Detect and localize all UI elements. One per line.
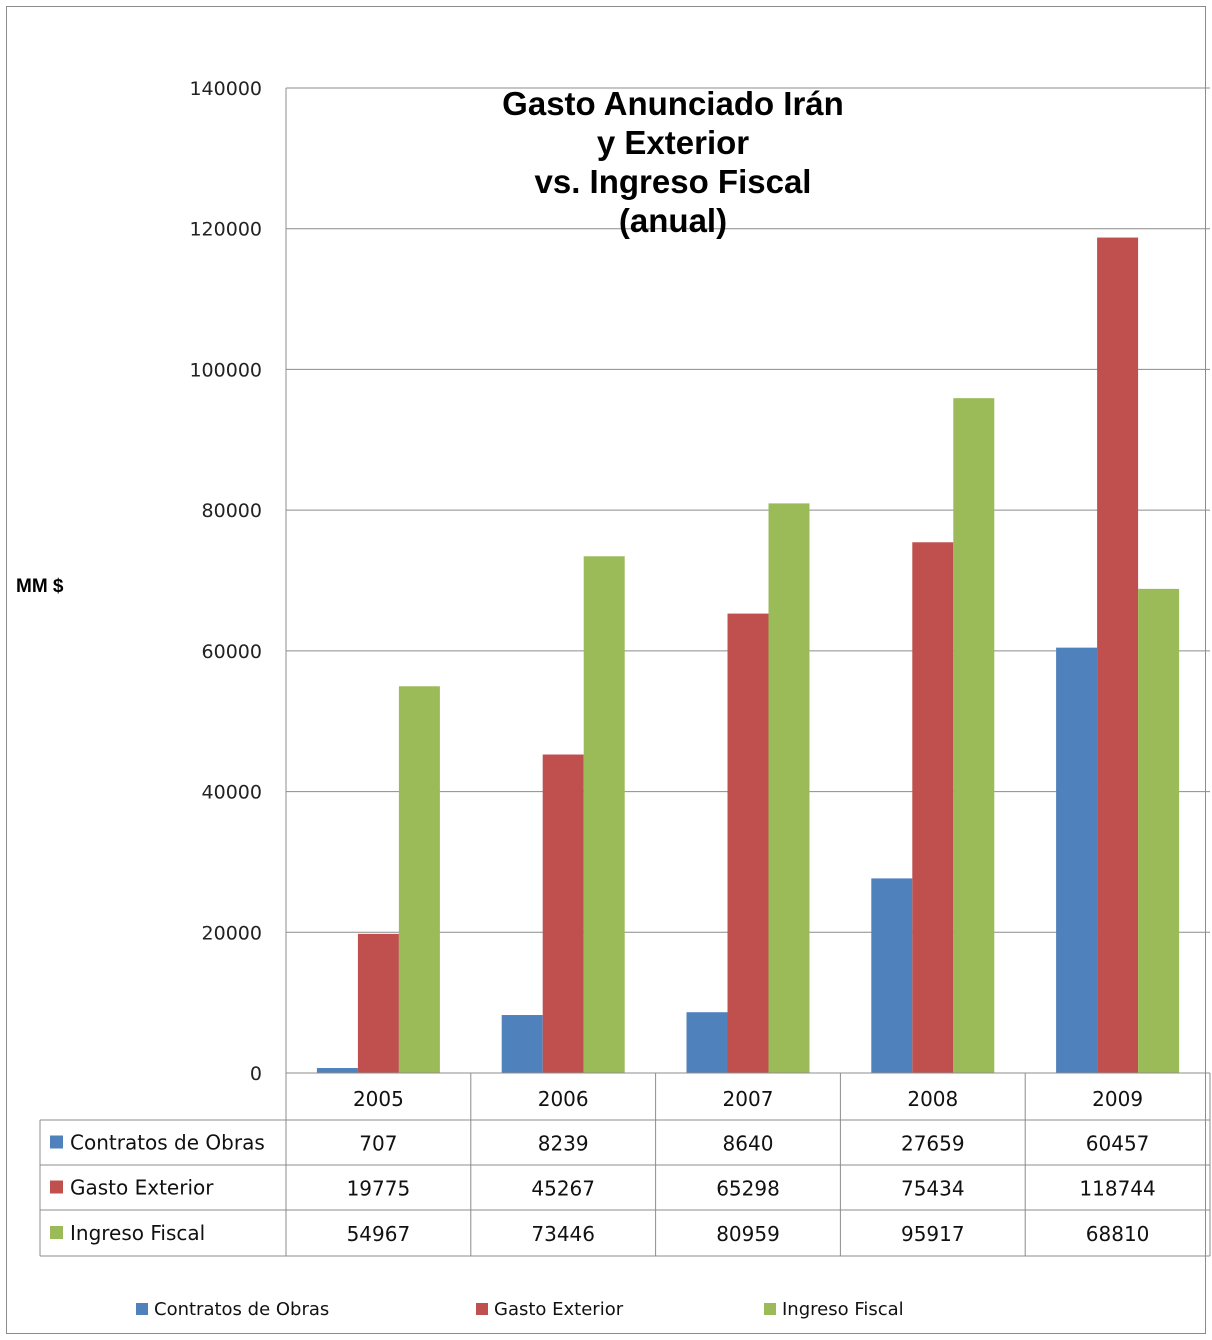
table-row-label: Gasto Exterior bbox=[70, 1176, 214, 1200]
table-legend-swatch bbox=[50, 1135, 63, 1149]
data-label: 54967 bbox=[347, 1222, 411, 1246]
y-tick-label: 40000 bbox=[202, 782, 262, 804]
data-label: 118744 bbox=[1079, 1177, 1155, 1201]
bar-gasto-exterior-2005 bbox=[357, 933, 399, 1073]
bar-gasto-exterior-2007 bbox=[727, 613, 769, 1073]
data-label: 80959 bbox=[716, 1222, 780, 1246]
data-label: 8640 bbox=[723, 1132, 774, 1156]
data-label: 8239 bbox=[538, 1132, 589, 1156]
legend-swatch bbox=[136, 1303, 148, 1315]
y-axis-label: MM $ bbox=[16, 576, 64, 597]
data-label: 45267 bbox=[531, 1177, 595, 1201]
table-legend-swatch bbox=[50, 1226, 63, 1239]
table-row-label: Contratos de Obras bbox=[70, 1131, 265, 1155]
data-label: 707 bbox=[359, 1132, 397, 1156]
bar-gasto-exterior-2009 bbox=[1097, 237, 1139, 1073]
data-label: 73446 bbox=[531, 1222, 595, 1246]
x-tick-label: 2006 bbox=[538, 1087, 589, 1111]
bar-ingreso-fiscal-2007 bbox=[768, 503, 810, 1073]
bar-contratos-de-obras-2009 bbox=[1056, 647, 1098, 1073]
chart-title-line: vs. Ingreso Fiscal bbox=[535, 163, 812, 200]
bar-gasto-exterior-2008 bbox=[912, 542, 954, 1073]
chart-title-line: (anual) bbox=[619, 202, 727, 239]
y-tick-label: 80000 bbox=[202, 500, 262, 522]
bar-ingreso-fiscal-2006 bbox=[583, 556, 625, 1073]
y-tick-label: 140000 bbox=[189, 78, 262, 100]
bar-gasto-exterior-2006 bbox=[542, 754, 584, 1073]
y-tick-label: 20000 bbox=[202, 922, 262, 944]
legend-swatch bbox=[764, 1303, 776, 1315]
legend-label: Gasto Exterior bbox=[494, 1299, 624, 1320]
data-label: 75434 bbox=[901, 1177, 965, 1201]
legend-label: Contratos de Obras bbox=[154, 1299, 329, 1320]
bar-contratos-de-obras-2008 bbox=[871, 878, 913, 1073]
data-label: 19775 bbox=[347, 1177, 411, 1201]
chart-frame bbox=[6, 6, 1206, 1334]
y-tick-label: 100000 bbox=[189, 359, 262, 381]
bar-contratos-de-obras-2006 bbox=[501, 1015, 543, 1073]
data-label: 27659 bbox=[901, 1132, 965, 1156]
data-label: 95917 bbox=[901, 1222, 965, 1246]
y-tick-label: 60000 bbox=[202, 641, 262, 663]
data-label: 65298 bbox=[716, 1177, 780, 1201]
x-tick-label: 2007 bbox=[723, 1087, 774, 1111]
bar-ingreso-fiscal-2005 bbox=[398, 686, 440, 1073]
chart-title-line: Gasto Anunciado Irán bbox=[502, 85, 844, 122]
data-label: 60457 bbox=[1086, 1132, 1150, 1156]
y-tick-label: 120000 bbox=[189, 219, 262, 241]
x-tick-label: 2005 bbox=[353, 1087, 404, 1111]
x-tick-label: 2008 bbox=[907, 1087, 958, 1111]
chart-title-line: y Exterior bbox=[597, 124, 749, 161]
legend-label: Ingreso Fiscal bbox=[782, 1299, 904, 1320]
x-tick-label: 2009 bbox=[1092, 1087, 1143, 1111]
bar-ingreso-fiscal-2009 bbox=[1138, 588, 1180, 1073]
bar-contratos-de-obras-2005 bbox=[316, 1068, 358, 1073]
data-label: 68810 bbox=[1086, 1222, 1150, 1246]
table-row-label: Ingreso Fiscal bbox=[70, 1221, 205, 1245]
table-legend-swatch bbox=[50, 1180, 63, 1194]
legend-swatch bbox=[476, 1303, 488, 1315]
bar-contratos-de-obras-2007 bbox=[686, 1012, 728, 1073]
y-tick-label: 0 bbox=[250, 1063, 262, 1085]
bar-ingreso-fiscal-2008 bbox=[953, 398, 995, 1073]
